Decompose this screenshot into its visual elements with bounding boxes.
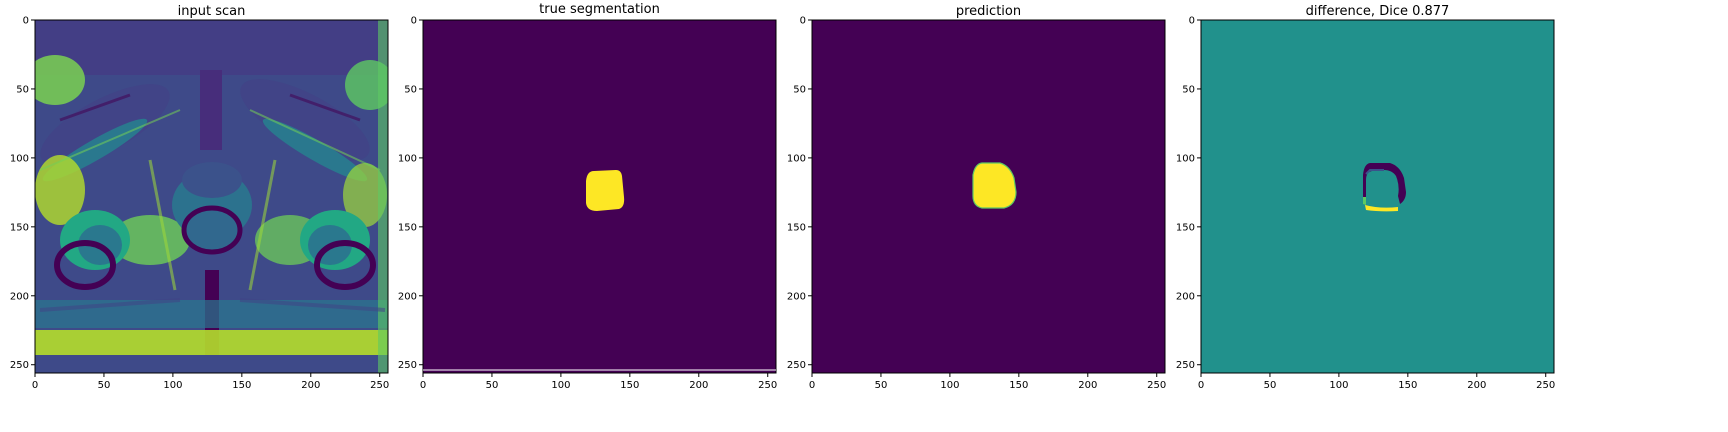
axes-frame	[811, 19, 1166, 374]
x-tick-label: 250	[370, 380, 389, 391]
y-tick-label: 100	[787, 153, 806, 164]
panel-title: input scan	[178, 4, 246, 19]
x-tick-label: 150	[620, 380, 639, 391]
y-tick-label: 150	[787, 222, 806, 233]
panel-title: true segmentation	[539, 2, 660, 17]
mri-image	[35, 20, 388, 373]
x-tick-label: 200	[1467, 380, 1486, 391]
y-tick-label: 50	[16, 84, 29, 95]
y-tick-label: 200	[787, 291, 806, 302]
x-tick-label: 200	[689, 380, 708, 391]
y-tick-label: 250	[10, 360, 29, 371]
y-tick-label: 250	[787, 360, 806, 371]
x-tick-label: 50	[98, 380, 111, 391]
y-tick-label: 50	[404, 84, 417, 95]
axes-frame	[1200, 19, 1555, 374]
x-tick-label: 150	[232, 380, 251, 391]
x-tick-label: 50	[875, 380, 888, 391]
x-tick-label: 0	[32, 380, 38, 391]
x-tick-label: 100	[1329, 380, 1348, 391]
x-tick-label: 100	[940, 380, 959, 391]
y-tick-label: 200	[1176, 291, 1195, 302]
x-tick-label: 50	[1264, 380, 1277, 391]
x-tick-label: 250	[1147, 380, 1166, 391]
y-tick-label: 150	[10, 222, 29, 233]
x-tick-label: 250	[758, 380, 777, 391]
panel-true-segmentation: 0 50 100 150 200 250 0 50 100 150 200 250 true segm…	[0, 0, 777, 432]
difference-image	[1201, 20, 1554, 373]
panel-title: difference, Dice 0.877	[1306, 4, 1450, 19]
y-tick-label: 150	[1176, 222, 1195, 233]
x-tick-label: 0	[1198, 380, 1204, 391]
panel-difference: 0 50 100 150 200 250 0 50 100 150 200 250 differenc…	[0, 0, 1555, 432]
x-tick-label: 100	[551, 380, 570, 391]
y-tick-label: 0	[1189, 16, 1195, 27]
x-tick-label: 0	[809, 380, 815, 391]
x-tick-label: 200	[301, 380, 320, 391]
y-tick-label: 250	[398, 360, 417, 371]
y-tick-label: 150	[398, 222, 417, 233]
y-tick-label: 0	[411, 16, 417, 27]
y-tick-label: 100	[1176, 153, 1195, 164]
panel-prediction: 0 50 100 150 200 250 0 50 100 150 200 250 predictio…	[0, 0, 1166, 432]
panel-input-scan: 0 50 100 150 200 250 0 50 100 150 200 250 input sca…	[0, 0, 430, 432]
y-tick-label: 100	[398, 153, 417, 164]
mask-image	[423, 20, 776, 373]
y-tick-label: 250	[1176, 360, 1195, 371]
y-tick-label: 200	[398, 291, 417, 302]
x-tick-label: 100	[163, 380, 182, 391]
x-tick-label: 150	[1009, 380, 1028, 391]
axes-frame	[34, 19, 389, 374]
x-tick-label: 200	[1078, 380, 1097, 391]
axes-frame	[422, 19, 777, 374]
x-tick-label: 50	[486, 380, 499, 391]
x-tick-label: 250	[1536, 380, 1555, 391]
y-tick-label: 0	[800, 16, 806, 27]
panel-title: prediction	[956, 4, 1021, 19]
y-tick-label: 50	[793, 84, 806, 95]
y-tick-label: 50	[1182, 84, 1195, 95]
x-tick-label: 0	[420, 380, 426, 391]
y-tick-label: 100	[10, 153, 29, 164]
y-tick-label: 0	[23, 16, 29, 27]
prediction-image	[812, 20, 1165, 373]
x-tick-label: 150	[1398, 380, 1417, 391]
y-tick-label: 200	[10, 291, 29, 302]
